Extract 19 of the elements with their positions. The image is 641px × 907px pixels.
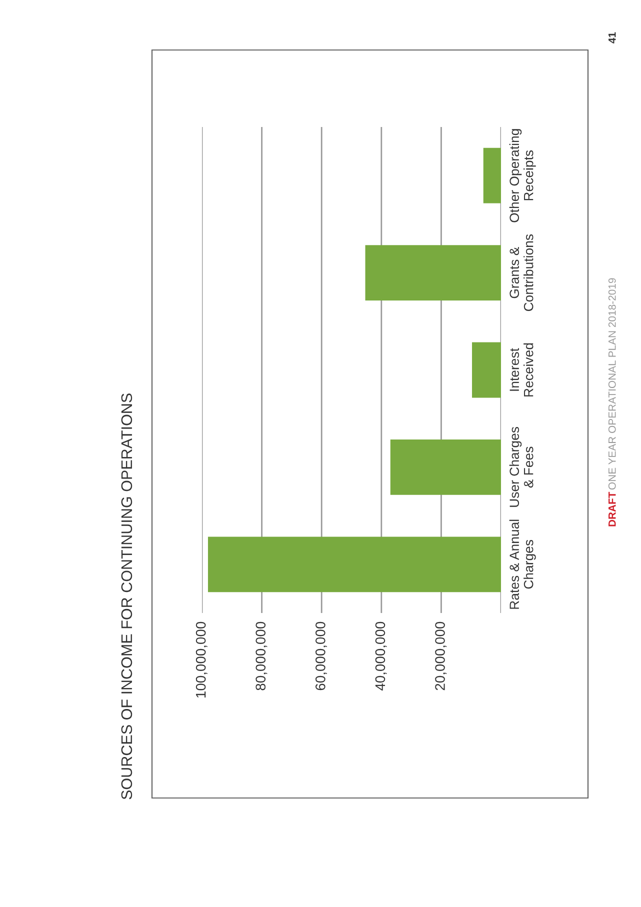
text: SOURCES OF INCOME FOR CONTINUING OPERATIONS — [121, 394, 132, 800]
text: DRAFT — [608, 492, 616, 526]
y-tick-label: Other Operating Receipts — [509, 129, 536, 222]
x-tick-label: 100,000,000 — [196, 622, 208, 698]
x-tick-label: 20,000,000 — [435, 622, 447, 690]
y-tick-label: Grants & Contributions — [510, 234, 534, 311]
bar — [472, 342, 501, 398]
x-tick-label: 80,000,000 — [256, 622, 268, 690]
bar — [483, 148, 501, 204]
bar — [390, 440, 501, 495]
x-tick-label: 40,000,000 — [375, 622, 387, 691]
y-tick-label: User Charges & Fees — [509, 426, 534, 507]
y-tick-label: Rates & Annual Charges — [509, 520, 536, 609]
y-tick-label: Interest Received — [510, 343, 534, 396]
bar — [365, 245, 501, 300]
bar — [208, 536, 501, 592]
text: ONE YEAR OPERATIONAL PLAN 2018-2019 — [608, 278, 616, 490]
text: 41 — [608, 32, 616, 44]
x-tick-label: 60,000,000 — [315, 622, 327, 690]
